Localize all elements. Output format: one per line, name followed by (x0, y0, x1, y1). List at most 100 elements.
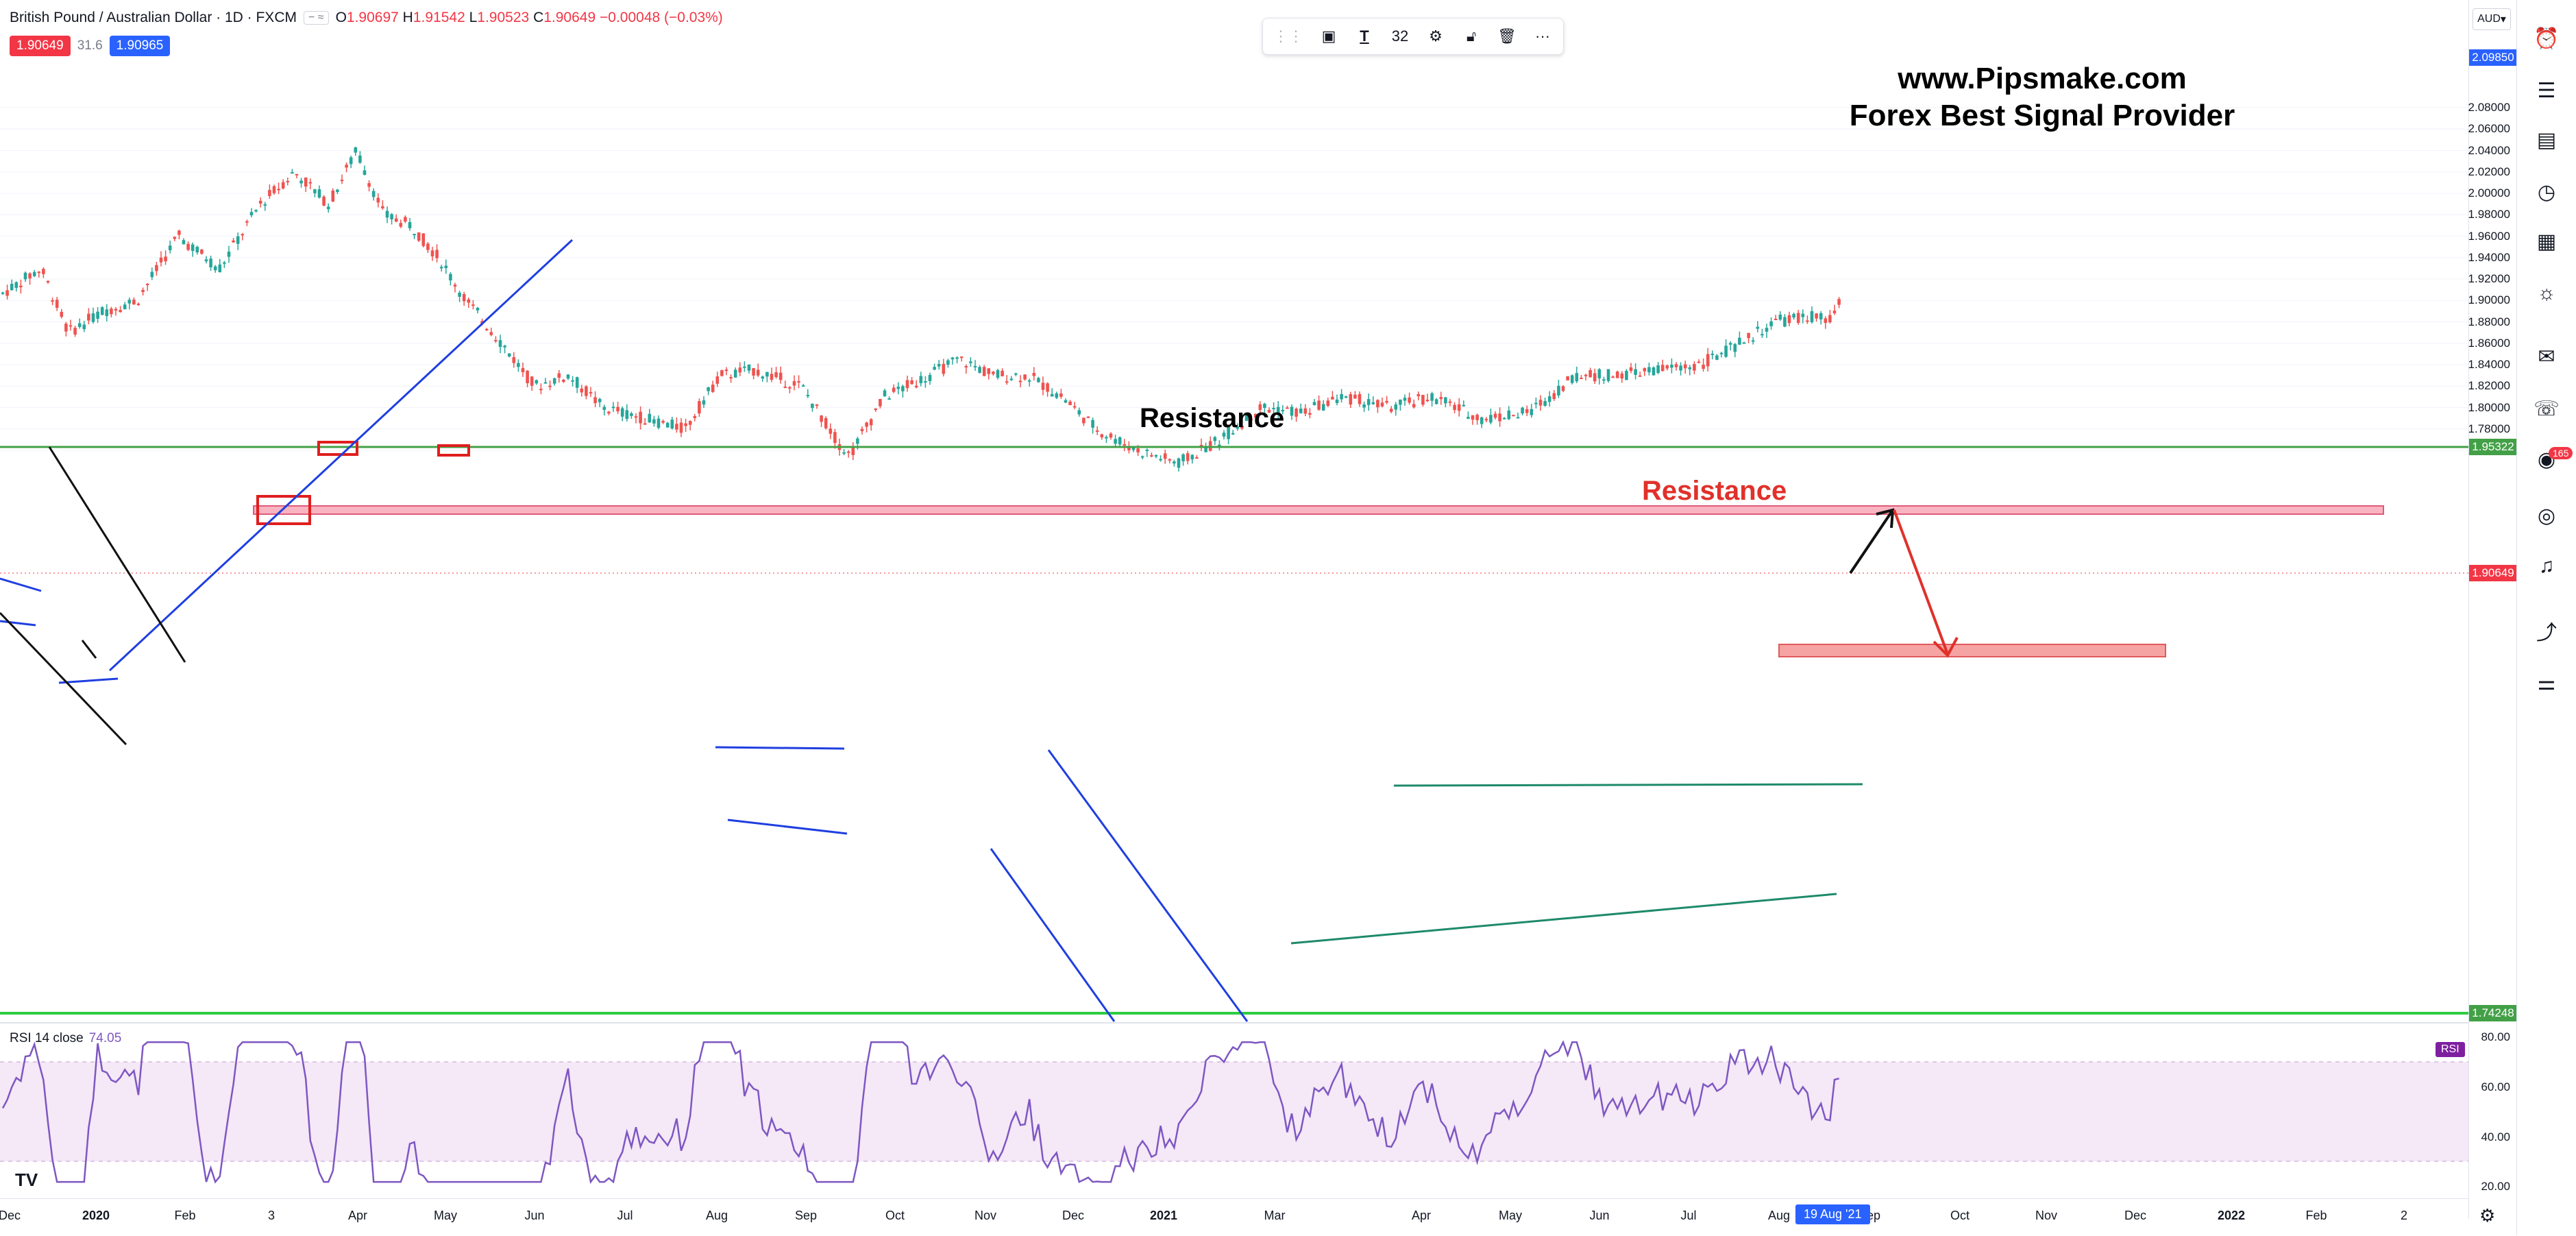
chat-icon[interactable]: ✉ (2538, 345, 2555, 368)
candle (1538, 395, 1543, 411)
resistance-zone[interactable] (253, 505, 2384, 515)
symbol-title[interactable]: British Pound / Australian Dollar · 1D ·… (10, 10, 297, 25)
watchlist-icon[interactable]: ☰ (2537, 79, 2556, 102)
candle (761, 375, 765, 382)
candle (1276, 401, 1280, 421)
settings-gear-icon[interactable]: ⚙ (1429, 27, 1443, 45)
price-badge: 2.09850 (2469, 49, 2517, 66)
candle (14, 281, 19, 292)
data-window-icon[interactable]: ▤ (2536, 128, 2557, 152)
resistance-label[interactable]: Resistance (1140, 403, 1285, 433)
flag-lower-line[interactable] (727, 819, 848, 835)
notifications-icon[interactable]: ♫ (2538, 555, 2555, 577)
currency-selector[interactable]: AUD ▾ (2473, 8, 2511, 30)
candle (1177, 457, 1181, 472)
broadcast-icon[interactable]: ◎ (2537, 504, 2556, 527)
channel-upper-line[interactable] (1047, 749, 1249, 1022)
candle (1077, 407, 1081, 417)
candle (46, 280, 50, 284)
buy-price-button[interactable]: 1.90965 (109, 36, 171, 56)
candle (173, 236, 177, 241)
line-color-icon[interactable]: T (1360, 27, 1369, 45)
green-support-line-1[interactable] (1393, 783, 1863, 787)
candle (679, 417, 683, 437)
chart-area[interactable]: British Pound / Australian Dollar · 1D ·… (0, 0, 2468, 1219)
flag-upper-line[interactable] (715, 746, 845, 750)
time-axis[interactable]: Dec 2020 Feb 3 Apr May Jun Jul Aug Sep Oct Nov Dec 20… (0, 1198, 2468, 1236)
sell-price-button[interactable]: 1.90649 (10, 36, 71, 56)
drag-handle-icon[interactable]: ⋮⋮ (1273, 27, 1303, 45)
candle (1606, 369, 1610, 383)
candle (19, 279, 23, 294)
candle (1095, 426, 1099, 435)
calendar-icon[interactable]: ▦ (2536, 230, 2557, 253)
candle (426, 242, 430, 254)
green-support-line-2[interactable] (1290, 893, 1837, 945)
delete-trash-icon[interactable]: 🗑︎ (1497, 27, 1517, 45)
lock-icon[interactable]: 🔓︎ (1466, 27, 1477, 45)
channel-lower-line[interactable] (990, 848, 1116, 1022)
candle (1416, 391, 1421, 401)
candle (421, 233, 426, 247)
candle (1679, 362, 1682, 376)
line-width-value[interactable]: 32 (1391, 27, 1409, 45)
candle (1114, 435, 1117, 448)
candle (698, 398, 701, 417)
candle (792, 375, 796, 391)
tradingview-logo[interactable]: TV (15, 1170, 38, 1190)
candle (1218, 440, 1221, 450)
chart-trend-icon[interactable]: ⤴ (2536, 622, 2557, 644)
candle (1702, 358, 1705, 372)
retest-box-1[interactable] (256, 495, 311, 525)
candle (236, 232, 240, 250)
resistance-label-red[interactable]: Resistance (1642, 476, 1787, 506)
candle (168, 240, 172, 254)
messages-icon[interactable]: ☏ (2534, 397, 2560, 420)
candle (820, 415, 823, 428)
target-zone[interactable] (1778, 644, 2166, 657)
candle (394, 214, 398, 223)
left-blue-line-1[interactable] (0, 577, 42, 592)
candle (670, 416, 674, 430)
price-tick-label: 2.04000 (2468, 143, 2510, 157)
idea-lightbulb-icon[interactable]: ☼ (2537, 282, 2556, 304)
candle (32, 269, 36, 278)
object-tree-icon[interactable]: ⚌ (2537, 671, 2556, 694)
alarm-clock-icon[interactable]: ⏰ (2534, 27, 2560, 50)
candle (869, 417, 873, 431)
legend-toggle-chip[interactable]: − ≈ (303, 11, 329, 25)
retest-box-3[interactable] (437, 444, 470, 457)
candle (521, 362, 525, 377)
black-trendline-2[interactable] (0, 611, 127, 746)
projection-down-arrow[interactable] (1893, 509, 1949, 655)
price-chart-svg[interactable] (0, 0, 2468, 1219)
left-blue-line-3[interactable] (58, 677, 119, 684)
candle (801, 384, 805, 387)
candle (87, 308, 90, 325)
more-options-icon[interactable]: ··· (1535, 27, 1550, 45)
clock-icon[interactable]: ◷ (2537, 180, 2556, 204)
rsi-legend[interactable]: RSI 14 close 74.05 (10, 1031, 121, 1046)
price-axis[interactable]: 2.08000 2.06000 2.04000 2.02000 2.00000 1.980… (2468, 0, 2517, 1219)
candle (842, 448, 846, 456)
candle (693, 413, 697, 422)
time-axis-label: Dec (0, 1209, 21, 1222)
candlestick-series[interactable] (1, 146, 1841, 472)
projection-up-arrow[interactable] (1849, 509, 1894, 574)
left-blue-line-2[interactable] (0, 620, 36, 627)
templates-icon[interactable]: ▣ (1321, 27, 1336, 45)
chart-settings-icon[interactable]: ⚙ (2479, 1205, 2496, 1226)
candle (1489, 408, 1493, 425)
candle (1055, 391, 1059, 400)
candle (1634, 363, 1637, 380)
retest-box-2[interactable] (317, 441, 358, 456)
candle (1448, 399, 1452, 407)
black-trendline-1[interactable] (48, 446, 186, 663)
candle (272, 184, 276, 195)
rising-trendline[interactable] (108, 239, 574, 672)
black-trendline-3[interactable] (81, 640, 97, 659)
candle (1475, 413, 1479, 425)
symbol-legend[interactable]: British Pound / Australian Dollar · 1D ·… (10, 10, 723, 26)
candle (1724, 339, 1728, 358)
price-tick-label: 1.86000 (2468, 336, 2510, 350)
